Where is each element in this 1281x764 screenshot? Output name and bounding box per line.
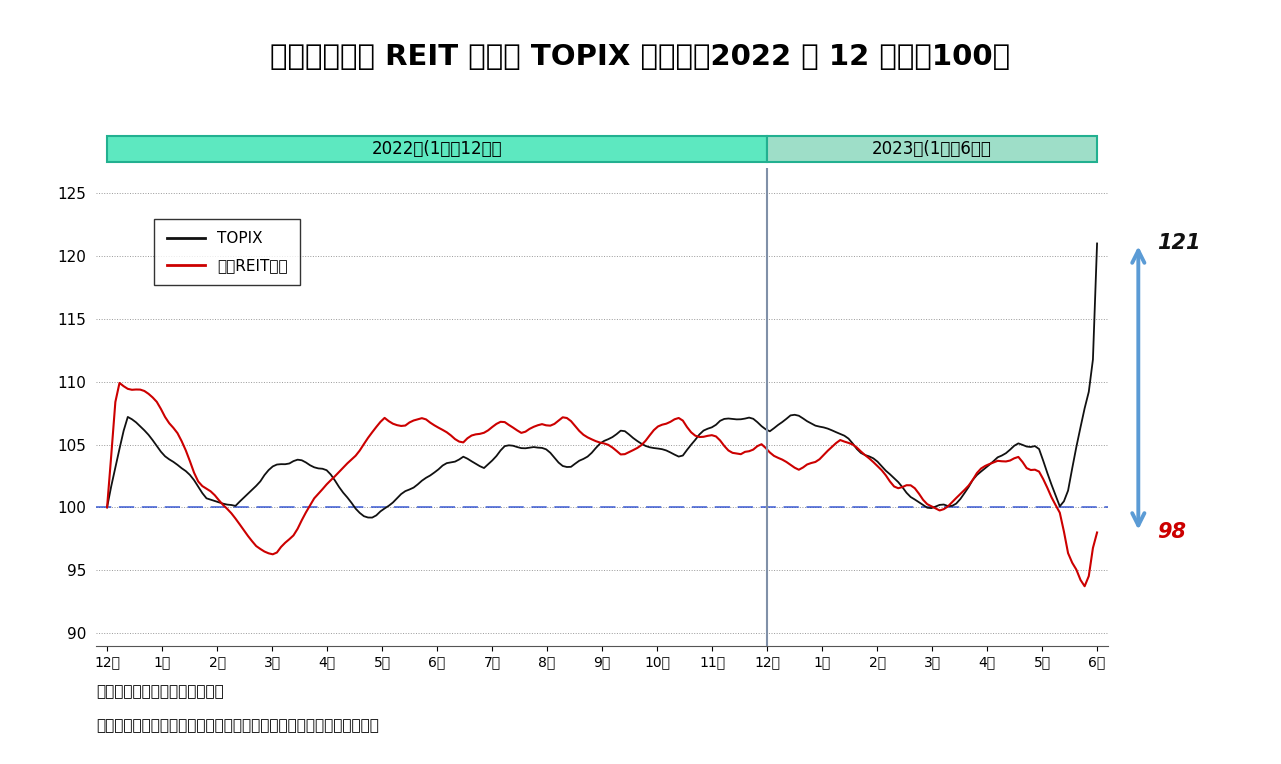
Text: 98: 98 — [1158, 523, 1186, 542]
Text: 2022年(1月～12月）: 2022年(1月～12月） — [371, 141, 502, 158]
Text: 図表１：東証 REIT 指数と TOPIX の推移（2022 年 12 月末＝100）: 図表１：東証 REIT 指数と TOPIX の推移（2022 年 12 月末＝1… — [270, 44, 1011, 71]
Bar — [767, 136, 1097, 163]
Text: 121: 121 — [1158, 234, 1202, 254]
Text: 2023年(1月～6月）: 2023年(1月～6月） — [872, 141, 991, 158]
Bar — [108, 136, 767, 163]
Text: （注）いずれも配当除きの指数: （注）いずれも配当除きの指数 — [96, 684, 224, 699]
Text: （出所）東京証券取引所のデータをもとにニッセイ基礎研究所が作成: （出所）東京証券取引所のデータをもとにニッセイ基礎研究所が作成 — [96, 718, 379, 733]
Legend: TOPIX, 東証REIT指数: TOPIX, 東証REIT指数 — [154, 219, 300, 286]
